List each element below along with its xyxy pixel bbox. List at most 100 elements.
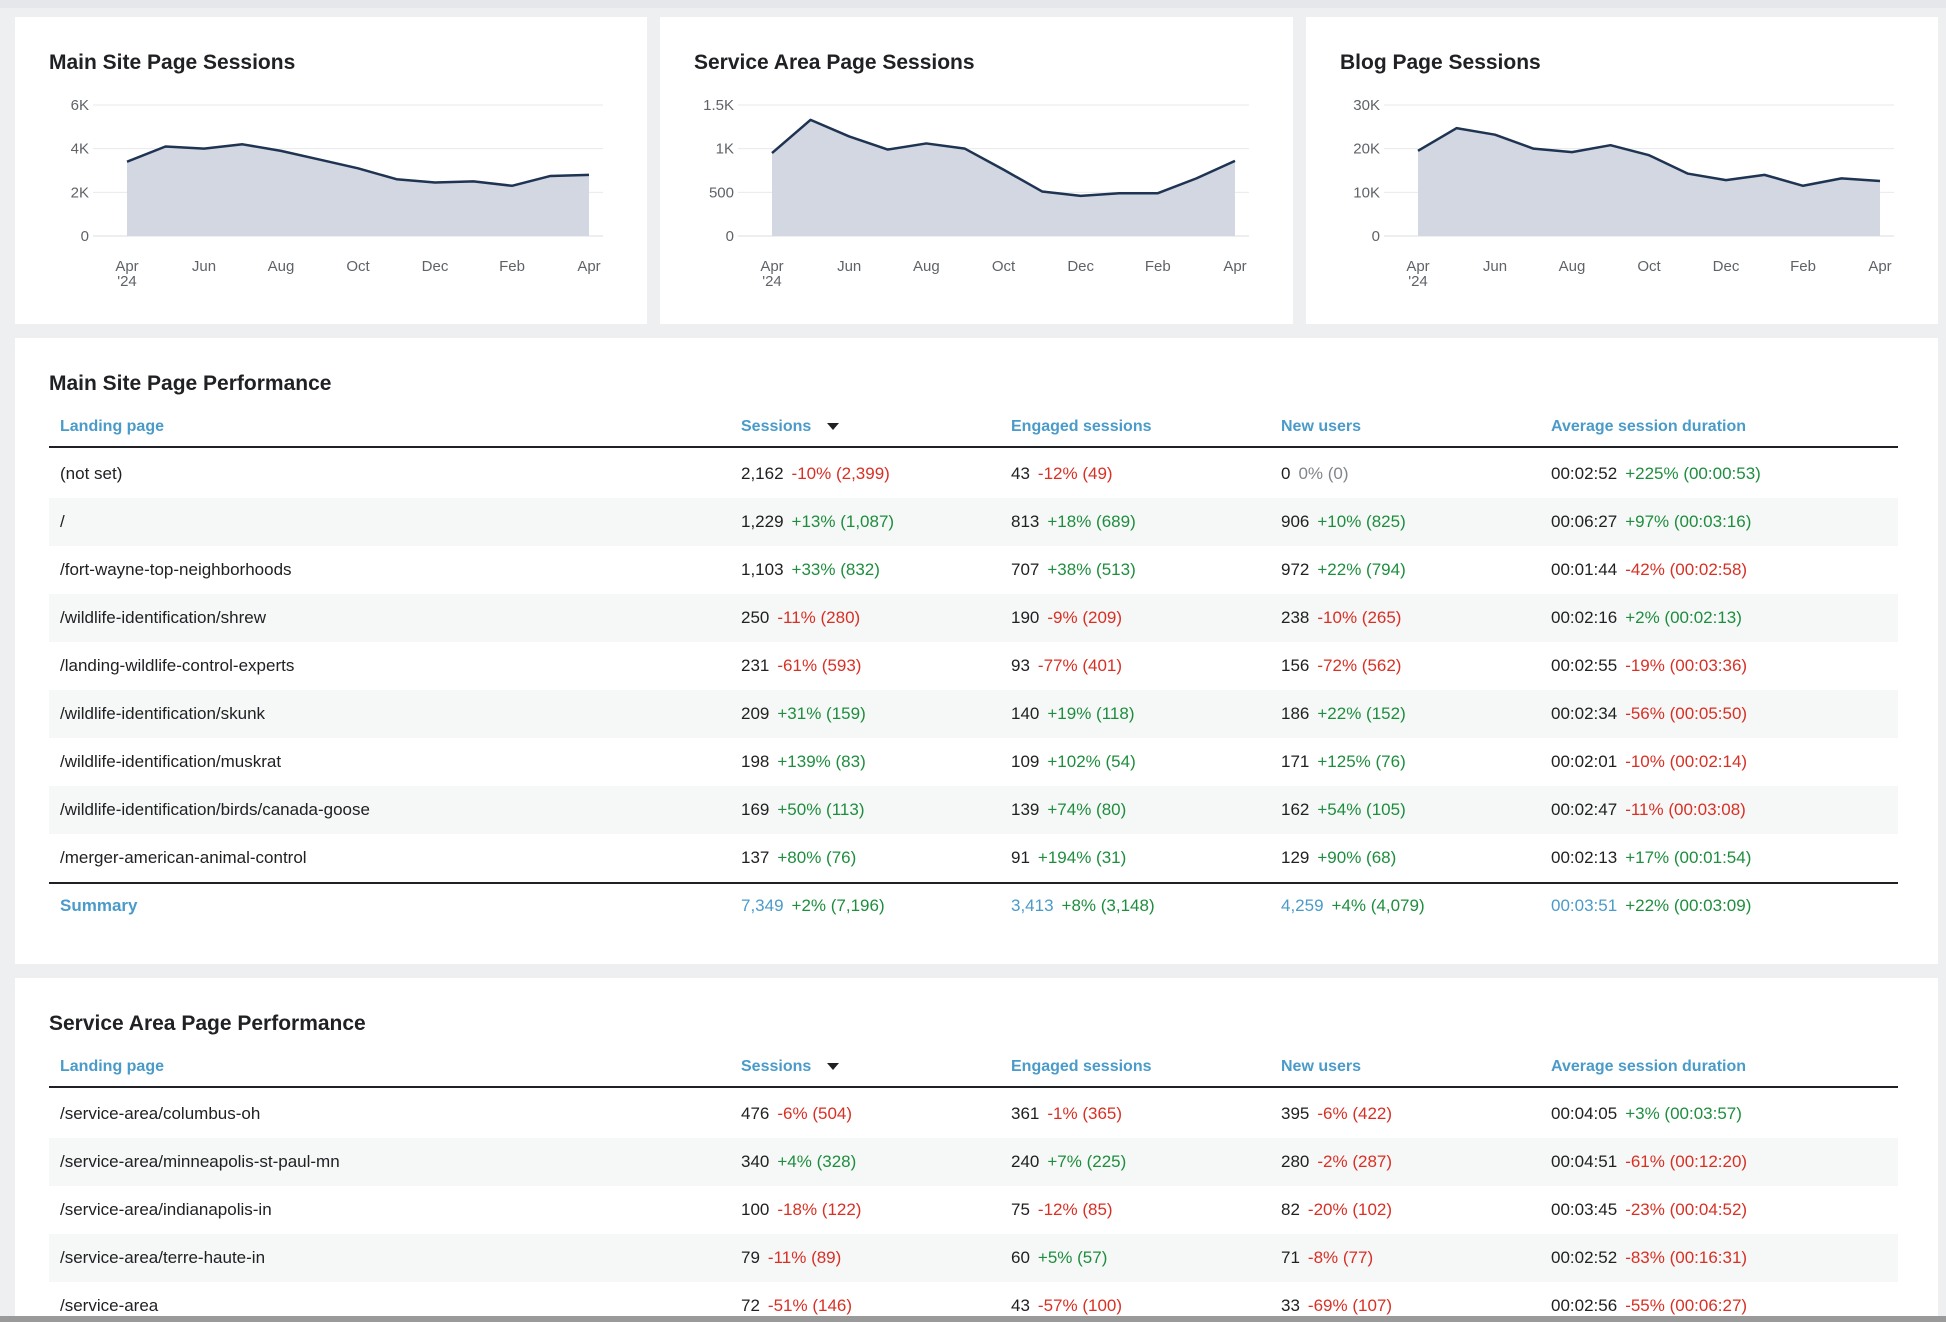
landing-page-cell[interactable]: /fort-wayne-top-neighborhoods <box>60 560 292 579</box>
new-users-cell: 0 0% (0) <box>1281 464 1349 484</box>
table-header: Landing page Sessions Engaged sessions New … <box>49 1052 1898 1088</box>
landing-page-cell[interactable]: (not set) <box>60 464 123 483</box>
sessions-cell: 1,229 +13% (1,087) <box>741 512 894 532</box>
landing-page-cell[interactable]: /service-area <box>60 1296 159 1315</box>
y-tick-label: 10K <box>1353 184 1380 201</box>
service-area-performance-card: Service Area Page Performance Landing pa… <box>15 978 1938 1322</box>
table-title: Service Area Page Performance <box>49 1012 366 1035</box>
metric-change: -72% (562) <box>1317 656 1402 675</box>
sort-descending-icon[interactable] <box>827 1063 840 1071</box>
landing-page-cell[interactable]: /wildlife-identification/muskrat <box>60 752 282 771</box>
engaged-sessions-cell: 60 +5% (57) <box>1011 1248 1107 1268</box>
landing-page-cell[interactable]: /landing-wildlife-control-experts <box>60 656 295 675</box>
table-row[interactable]: /landing-wildlife-control-experts 231 -61%… <box>49 642 1898 690</box>
table-row[interactable]: /wildlife-identification/birds/canada-go… <box>49 786 1898 834</box>
metric-change: +22% (00:03:09) <box>1625 896 1752 915</box>
metric-change: -12% (49) <box>1037 464 1113 483</box>
engaged-sessions-cell: 190 -9% (209) <box>1011 608 1122 628</box>
landing-page-cell[interactable]: /wildlife-identification/birds/canada-go… <box>60 800 370 819</box>
metric-change: +38% (513) <box>1047 560 1136 579</box>
metric-change: +7% (225) <box>1047 1152 1127 1171</box>
column-header-avg-session-duration[interactable]: Average session duration <box>1551 1058 1747 1075</box>
sessions-cell: 340 +4% (328) <box>741 1152 856 1172</box>
table-row[interactable]: /service-area/indianapolis-in 100 -18% (12… <box>49 1186 1898 1234</box>
metric-change: -10% (2,399) <box>791 464 890 483</box>
column-header-landing-page[interactable]: Landing page <box>60 1058 164 1075</box>
metric-value: 00:06:27 <box>1551 512 1618 531</box>
metric-change: -42% (00:02:58) <box>1625 560 1748 579</box>
column-header-avg-session-duration[interactable]: Average session duration <box>1551 418 1747 435</box>
chart-title: Main Site Page Sessions <box>49 51 296 74</box>
sort-descending-icon[interactable] <box>827 423 840 431</box>
metric-value: 4,259 <box>1281 896 1324 915</box>
engaged-sessions-cell: 91 +194% (31) <box>1011 848 1126 868</box>
chart-card-main-site: Main Site Page Sessions 6K 4K 2K 0 Apr Jun Aug… <box>15 17 647 324</box>
metric-value: 93 <box>1011 656 1030 675</box>
metric-change: -11% (89) <box>767 1248 842 1267</box>
column-header-new-users[interactable]: New users <box>1281 418 1362 435</box>
landing-page-cell[interactable]: /service-area/columbus-oh <box>60 1104 261 1123</box>
metric-change: +17% (00:01:54) <box>1625 848 1752 867</box>
table-row[interactable]: /service-area/columbus-oh 476 -6% (504) 361… <box>49 1090 1898 1138</box>
table-row[interactable]: (not set) 2,162 -10% (2,399) 43 -12% (49) 0 0%… <box>49 450 1898 498</box>
metric-value: 00:01:44 <box>1551 560 1618 579</box>
table-row[interactable]: /wildlife-identification/skunk 209 +31% (1… <box>49 690 1898 738</box>
chart-title: Service Area Page Sessions <box>694 51 975 74</box>
engaged-sessions-cell: 93 -77% (401) <box>1011 656 1122 676</box>
column-header-landing-page[interactable]: Landing page <box>60 418 164 435</box>
table-row[interactable]: /service-area/minneapolis-st-paul-mn 340 +… <box>49 1138 1898 1186</box>
metric-change: +2% (00:02:13) <box>1625 608 1742 627</box>
metric-value: 00:02:56 <box>1551 1296 1618 1315</box>
metric-change: -61% (00:12:20) <box>1625 1152 1748 1171</box>
sessions-cell: 1,103 +33% (832) <box>741 560 880 580</box>
metric-change: -20% (102) <box>1307 1200 1393 1219</box>
column-header-sessions[interactable]: Sessions <box>741 1058 840 1076</box>
column-header-sessions[interactable]: Sessions <box>741 418 840 436</box>
landing-page-cell[interactable]: /service-area/indianapolis-in <box>60 1200 272 1219</box>
metric-value: 00:02:13 <box>1551 848 1618 867</box>
column-header-engaged-sessions[interactable]: Engaged sessions <box>1011 1058 1152 1075</box>
avg-duration-cell: 00:04:05 +3% (00:03:57) <box>1551 1104 1742 1124</box>
landing-page-cell[interactable]: /service-area/minneapolis-st-paul-mn <box>60 1152 340 1171</box>
metric-value: 209 <box>741 704 770 723</box>
metric-value: 82 <box>1281 1200 1300 1219</box>
metric-value: 00:04:05 <box>1551 1104 1618 1123</box>
series-line <box>126 143 590 188</box>
landing-page-cell[interactable]: /wildlife-identification/skunk <box>60 704 266 723</box>
table-row[interactable]: /wildlife-identification/shrew 250 -11% (2… <box>49 594 1898 642</box>
table-row[interactable]: /merger-american-animal-control 137 +80% (… <box>49 834 1898 882</box>
metric-change: +31% (159) <box>777 704 866 723</box>
metric-value: 00:02:52 <box>1551 464 1618 483</box>
metric-change: +194% (31) <box>1037 848 1127 867</box>
landing-page-cell[interactable]: /wildlife-identification/shrew <box>60 608 266 627</box>
metric-change: -11% (00:03:08) <box>1625 800 1746 819</box>
landing-page-cell[interactable]: / <box>60 512 65 531</box>
table-row[interactable]: / 1,229 +13% (1,087) 813 +18% (689) 906 +10% (… <box>49 498 1898 546</box>
metric-value: 00:02:01 <box>1551 752 1618 771</box>
metric-change: +50% (113) <box>777 800 865 819</box>
x-tick-label: Jun <box>837 258 861 275</box>
landing-page-cell[interactable]: /merger-american-animal-control <box>60 848 307 867</box>
column-header-new-users[interactable]: New users <box>1281 1058 1362 1075</box>
table-row[interactable]: /service-area/terre-haute-in 79 -11% (89) 6… <box>49 1234 1898 1282</box>
metric-value: 250 <box>741 608 770 627</box>
bottom-edge <box>0 1316 1946 1322</box>
table-row[interactable]: /service-area 72 -51% (146) 43 -57% (100) 33-… <box>49 1282 1898 1322</box>
metric-change: -18% (122) <box>777 1200 862 1219</box>
engaged-sessions-cell: 140 +19% (118) <box>1011 704 1134 724</box>
y-tick-label: 1K <box>716 141 734 158</box>
x-tick-label: Apr <box>1223 258 1246 275</box>
engaged-sessions-cell: 75 -12% (85) <box>1011 1200 1113 1220</box>
sessions-cell: 476 -6% (504) <box>741 1104 852 1124</box>
metric-value: 972 <box>1281 560 1310 579</box>
metric-change: +4% (328) <box>777 1152 857 1171</box>
metric-change: +125% (76) <box>1317 752 1406 771</box>
table-row[interactable]: /fort-wayne-top-neighborhoods 1,103 +33% (… <box>49 546 1898 594</box>
table-row[interactable]: /wildlife-identification/muskrat 198 +139%… <box>49 738 1898 786</box>
landing-page-cell[interactable]: /service-area/terre-haute-in <box>60 1248 266 1267</box>
metric-change: +102% (54) <box>1047 752 1136 771</box>
metric-value: 129 <box>1281 848 1310 867</box>
metric-change: +139% (83) <box>777 752 866 771</box>
column-header-engaged-sessions[interactable]: Engaged sessions <box>1011 418 1152 435</box>
